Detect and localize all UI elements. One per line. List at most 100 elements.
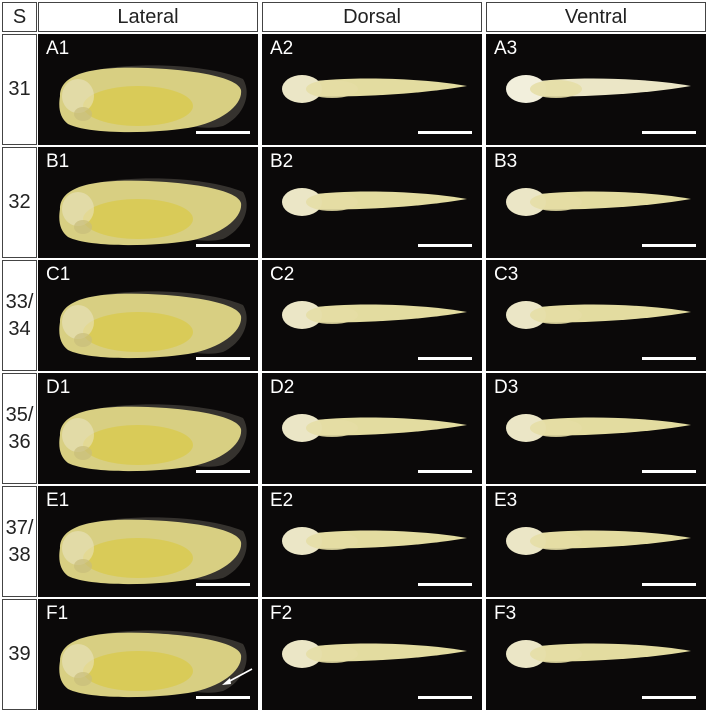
photo-panel: D2 <box>262 373 482 484</box>
photo-panel: E1 <box>38 486 258 597</box>
scale-bar <box>418 696 472 699</box>
panel-label: F2 <box>270 603 293 624</box>
photo-panel: B3 <box>486 147 706 258</box>
photo-panel: E2 <box>262 486 482 597</box>
embryo-elongated-shape <box>506 75 691 103</box>
embryo-photo <box>506 414 691 442</box>
photo-panel: A1 <box>38 34 258 145</box>
embryo-elongated-shape <box>506 188 691 216</box>
panel-label: B1 <box>46 151 70 172</box>
panel-label: F3 <box>494 603 517 624</box>
embryo-photo <box>59 178 247 246</box>
scale-bar <box>196 357 250 360</box>
embryo-photo <box>506 640 691 668</box>
embryo-elongated-shape <box>506 527 691 555</box>
stage-label: 32 <box>2 147 37 258</box>
embryo-lateral-shape <box>59 178 247 246</box>
panel-label: B2 <box>270 151 294 172</box>
scale-bar <box>418 244 472 247</box>
embryo-elongated-shape <box>282 527 467 555</box>
photo-panel: B1 <box>38 147 258 258</box>
header-lateral: Lateral <box>38 2 258 32</box>
embryo-photo <box>282 301 467 329</box>
scale-bar <box>418 583 472 586</box>
embryo-photo <box>506 75 691 103</box>
scale-bar <box>642 583 696 586</box>
embryo-photo <box>282 527 467 555</box>
embryo-elongated-shape <box>282 640 467 668</box>
photo-panel: B2 <box>262 147 482 258</box>
scale-bar <box>196 470 250 473</box>
header-stage: S <box>2 2 37 32</box>
scale-bar <box>196 583 250 586</box>
embryo-elongated-shape <box>282 414 467 442</box>
scale-bar <box>642 470 696 473</box>
embryo-photo <box>506 301 691 329</box>
embryo-photo <box>59 291 247 359</box>
embryo-elongated-shape <box>282 188 467 216</box>
embryo-photo <box>59 65 247 133</box>
embryo-photo <box>59 517 247 585</box>
photo-panel: C3 <box>486 260 706 371</box>
scale-bar <box>642 244 696 247</box>
photo-panel: C1 <box>38 260 258 371</box>
white-arrow-icon <box>222 668 253 685</box>
panel-label: E3 <box>494 490 518 511</box>
embryo-lateral-shape <box>59 630 247 698</box>
panel-label: C1 <box>46 264 71 285</box>
stage-label: 39 <box>2 599 37 710</box>
embryo-photo <box>282 414 467 442</box>
panel-label: D3 <box>494 377 519 398</box>
scale-bar <box>196 696 250 699</box>
stage-label: 33/ 34 <box>2 260 37 371</box>
panel-label: A3 <box>494 38 518 59</box>
embryo-photo <box>59 404 247 472</box>
photo-panel: E3 <box>486 486 706 597</box>
photo-panel: D1 <box>38 373 258 484</box>
embryo-lateral-shape <box>59 65 247 133</box>
panel-label: E2 <box>270 490 294 511</box>
scale-bar <box>418 470 472 473</box>
photo-panel: F3 <box>486 599 706 710</box>
panel-label: B3 <box>494 151 518 172</box>
photo-panel: A2 <box>262 34 482 145</box>
scale-bar <box>642 696 696 699</box>
panel-label: A1 <box>46 38 70 59</box>
scale-bar <box>196 131 250 134</box>
photo-panel: C2 <box>262 260 482 371</box>
scale-bar <box>642 357 696 360</box>
embryo-elongated-shape <box>506 640 691 668</box>
embryo-photo <box>282 75 467 103</box>
scale-bar <box>642 131 696 134</box>
embryo-photo <box>282 188 467 216</box>
scale-bar <box>418 131 472 134</box>
panel-label: D2 <box>270 377 295 398</box>
photo-panel: F2 <box>262 599 482 710</box>
panel-label: D1 <box>46 377 71 398</box>
embryo-elongated-shape <box>506 414 691 442</box>
embryo-elongated-shape <box>282 301 467 329</box>
panel-label: A2 <box>270 38 294 59</box>
scale-bar <box>418 357 472 360</box>
embryo-lateral-shape <box>59 291 247 359</box>
embryo-photo <box>59 630 247 698</box>
panel-label: C2 <box>270 264 295 285</box>
scale-bar <box>196 244 250 247</box>
photo-panel: D3 <box>486 373 706 484</box>
stage-label: 35/ 36 <box>2 373 37 484</box>
photo-panel: A3 <box>486 34 706 145</box>
stage-label: 31 <box>2 34 37 145</box>
embryo-lateral-shape <box>59 404 247 472</box>
stage-label: 37/ 38 <box>2 486 37 597</box>
header-dorsal: Dorsal <box>262 2 482 32</box>
embryo-photo <box>282 640 467 668</box>
panel-label: E1 <box>46 490 70 511</box>
panel-label: C3 <box>494 264 519 285</box>
embryo-photo <box>506 527 691 555</box>
panel-label: F1 <box>46 603 69 624</box>
header-ventral: Ventral <box>486 2 706 32</box>
embryo-elongated-shape <box>506 301 691 329</box>
photo-panel: F1 <box>38 599 258 710</box>
embryo-lateral-shape <box>59 517 247 585</box>
embryo-elongated-shape <box>282 75 467 103</box>
